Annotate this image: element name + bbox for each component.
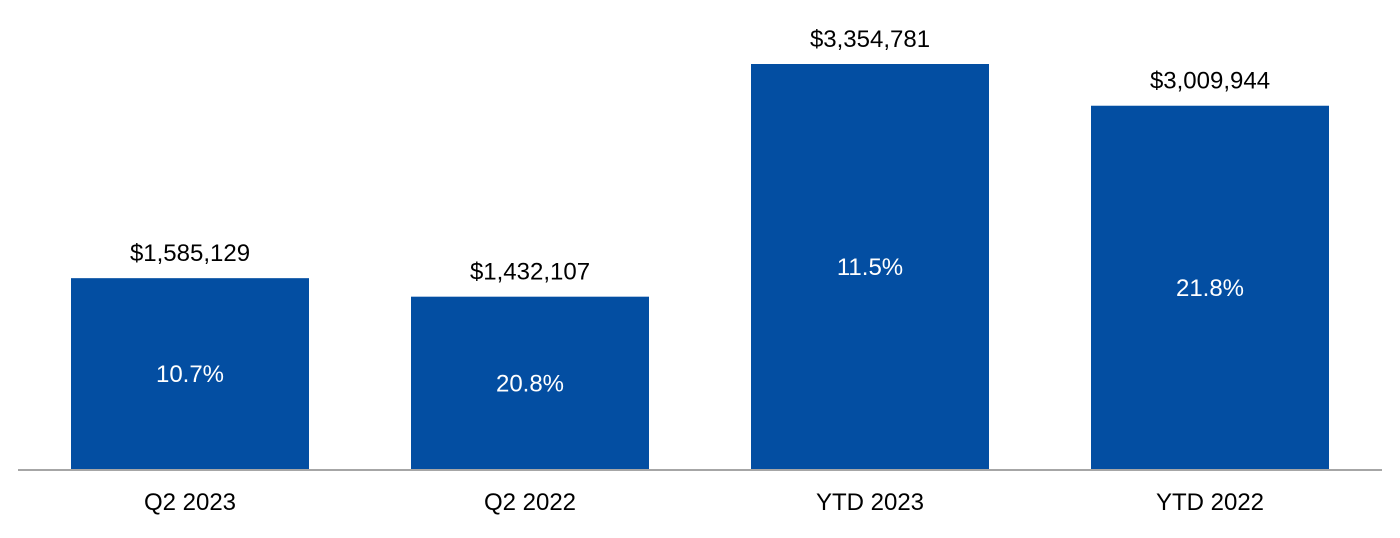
category-label-1: Q2 2022 [484, 489, 576, 516]
bars-group [71, 64, 1329, 470]
labels-group: $1,585,129 10.7% Q2 2023 $1,432,107 20.8% Q2 … [130, 26, 1270, 516]
bar-inner-label-3: 21.8% [1176, 275, 1244, 302]
bar-3 [1091, 105, 1329, 470]
bar-0 [71, 278, 309, 470]
category-label-0: Q2 2023 [144, 489, 236, 516]
category-label-3: YTD 2022 [1156, 489, 1264, 516]
bar-value-label-0: $1,585,129 [130, 240, 250, 267]
bar-inner-label-1: 20.8% [496, 370, 564, 397]
bar-inner-label-0: 10.7% [156, 361, 224, 388]
bar-value-label-2: $3,354,781 [810, 26, 930, 53]
bar-value-label-3: $3,009,944 [1150, 68, 1270, 95]
bar-2 [751, 64, 989, 470]
bar-value-label-1: $1,432,107 [470, 259, 590, 286]
category-label-2: YTD 2023 [816, 489, 924, 516]
bar-inner-label-2: 11.5% [837, 254, 903, 281]
bar-1 [411, 296, 649, 470]
